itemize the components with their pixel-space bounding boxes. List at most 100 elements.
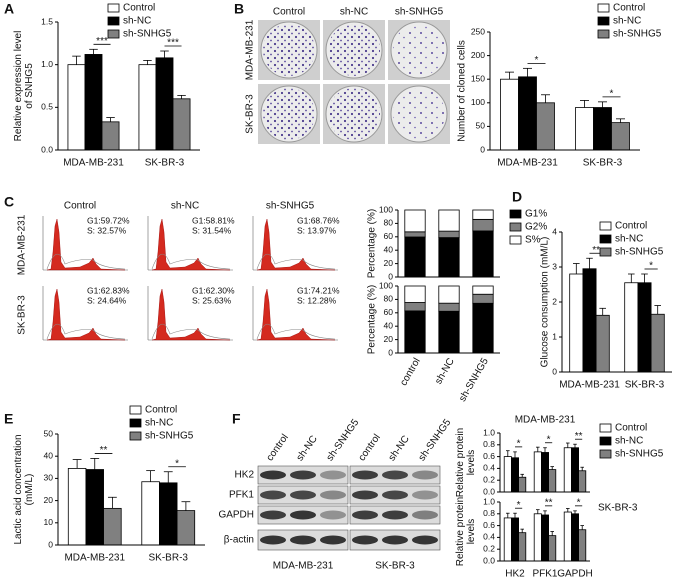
y-tick-label: 30 (44, 473, 54, 483)
legend-swatch (509, 222, 522, 232)
bar (563, 447, 572, 493)
y-tick-label: 60 (384, 231, 394, 241)
chart-title: SK-BR-3 (598, 503, 638, 514)
blot-band (412, 510, 438, 520)
y-tick-label: 0 (388, 271, 393, 281)
y-axis-label: Glucose consumption (mM/L) (540, 237, 551, 368)
bar (518, 76, 537, 151)
legend-swatch (129, 431, 142, 441)
blot-band (412, 490, 438, 500)
column-label: sh-SNHG5 (266, 201, 315, 212)
x-tick-label: PFK1 (532, 569, 557, 580)
bar-segment (404, 231, 426, 238)
y-tick-label: 1 (552, 331, 557, 341)
bar (500, 78, 519, 151)
bar-segment (472, 302, 494, 354)
y-axis-label: Relative protein (455, 428, 466, 497)
legend-swatch (599, 423, 612, 433)
y-tick-label: 150 (471, 73, 485, 83)
y-axis-label: (mM/L) (24, 474, 35, 506)
protein-label: GAPDH (218, 510, 254, 521)
phase-percent: G1:74.21% (297, 285, 340, 295)
legend-swatch (599, 234, 612, 244)
bar-segment (438, 310, 460, 354)
bar-segment (472, 218, 494, 232)
y-tick-label: 0 (48, 539, 53, 549)
panel-letter: F (232, 411, 241, 427)
x-tick-label: GAPDH (557, 569, 593, 580)
bar-segment (472, 293, 494, 304)
bar-segment (438, 209, 460, 232)
bar (503, 456, 512, 493)
legend-swatch (599, 449, 612, 459)
y-tick-label: 200 (471, 50, 485, 60)
phase-percent: G1:59.72% (87, 215, 130, 225)
legend-label: sh-NC (615, 436, 643, 447)
y-tick-label: 0.2 (483, 543, 495, 553)
y-tick-label: 0.8 (483, 508, 495, 518)
bar (510, 457, 519, 493)
y-tick-label: 60 (384, 307, 394, 317)
y-tick-label: 100 (379, 280, 393, 290)
legend-label: sh-SNHG5 (615, 449, 664, 460)
legend-label: Control (145, 405, 177, 416)
x-tick-label: SK-BR-3 (583, 158, 623, 169)
bar-segment (404, 236, 426, 278)
bar (84, 54, 103, 151)
lane-label: sh-NC (387, 434, 412, 464)
bar (533, 451, 542, 493)
bar (571, 447, 580, 493)
legend-swatch (509, 209, 522, 219)
y-tick-label: 0.6 (483, 520, 495, 530)
legend-swatch (597, 3, 610, 13)
phase-percent: G1:58.81% (192, 215, 235, 225)
western-blot: MDA-MB-231 SK-BR-3 (273, 561, 415, 572)
y-axis-label: levels (466, 519, 477, 545)
y-tick-label: 0.6 (483, 451, 495, 461)
legend-swatch (129, 418, 142, 428)
y-tick-label: 1.5 (41, 16, 53, 26)
bar-segment (438, 230, 460, 238)
y-tick-label: 250 (471, 26, 485, 36)
y-tick-label: 80 (384, 218, 394, 228)
phase-percent: G1:68.76% (297, 215, 340, 225)
bar-segment (404, 302, 426, 312)
phase-percent: S: 12.28% (297, 295, 337, 305)
legend-swatch (597, 16, 610, 26)
x-tick-label: MDA-MB-231 (64, 553, 125, 564)
colonies (328, 88, 380, 140)
y-tick-label: 0.8 (483, 439, 495, 449)
blot-band (260, 510, 286, 520)
y-tick-label: 0.0 (41, 144, 53, 154)
y-tick-label: 2 (552, 296, 557, 306)
legend-swatch (129, 405, 142, 415)
y-tick-label: 0.0 (483, 555, 495, 565)
x-tick-label: SK-BR-3 (145, 158, 185, 169)
lane-label: sh-NC (295, 434, 320, 464)
bar (159, 482, 178, 546)
x-tick-label: MDA-MB-231 (559, 380, 620, 391)
phase-percent: S: 13.97% (297, 225, 337, 235)
blot-band (290, 510, 316, 520)
blot-band (382, 470, 408, 480)
group-label: SK-BR-3 (375, 561, 415, 572)
y-tick-label: 80 (384, 294, 394, 304)
panel-letter: A (4, 1, 14, 17)
bar (563, 511, 572, 562)
row-label: MDA-MB-231 (245, 19, 256, 80)
legend-swatch (597, 29, 610, 39)
y-tick-label: 3 (552, 261, 557, 271)
legend-label: sh-NC (123, 16, 151, 27)
blot-band (260, 535, 286, 545)
bar (578, 529, 587, 562)
protein-label: β-actin (224, 535, 254, 546)
phase-percent: S: 32.57% (87, 225, 127, 235)
row-label: MDA-MB-231 (17, 214, 28, 275)
colonies (263, 24, 315, 76)
bar (650, 313, 665, 373)
significance: * (649, 261, 653, 272)
phase-percent: G1:62.30% (192, 285, 235, 295)
y-axis-label: Percentage (%) (367, 209, 378, 278)
colonies (328, 24, 380, 76)
y-axis-label: of SNHG5 (24, 63, 35, 109)
